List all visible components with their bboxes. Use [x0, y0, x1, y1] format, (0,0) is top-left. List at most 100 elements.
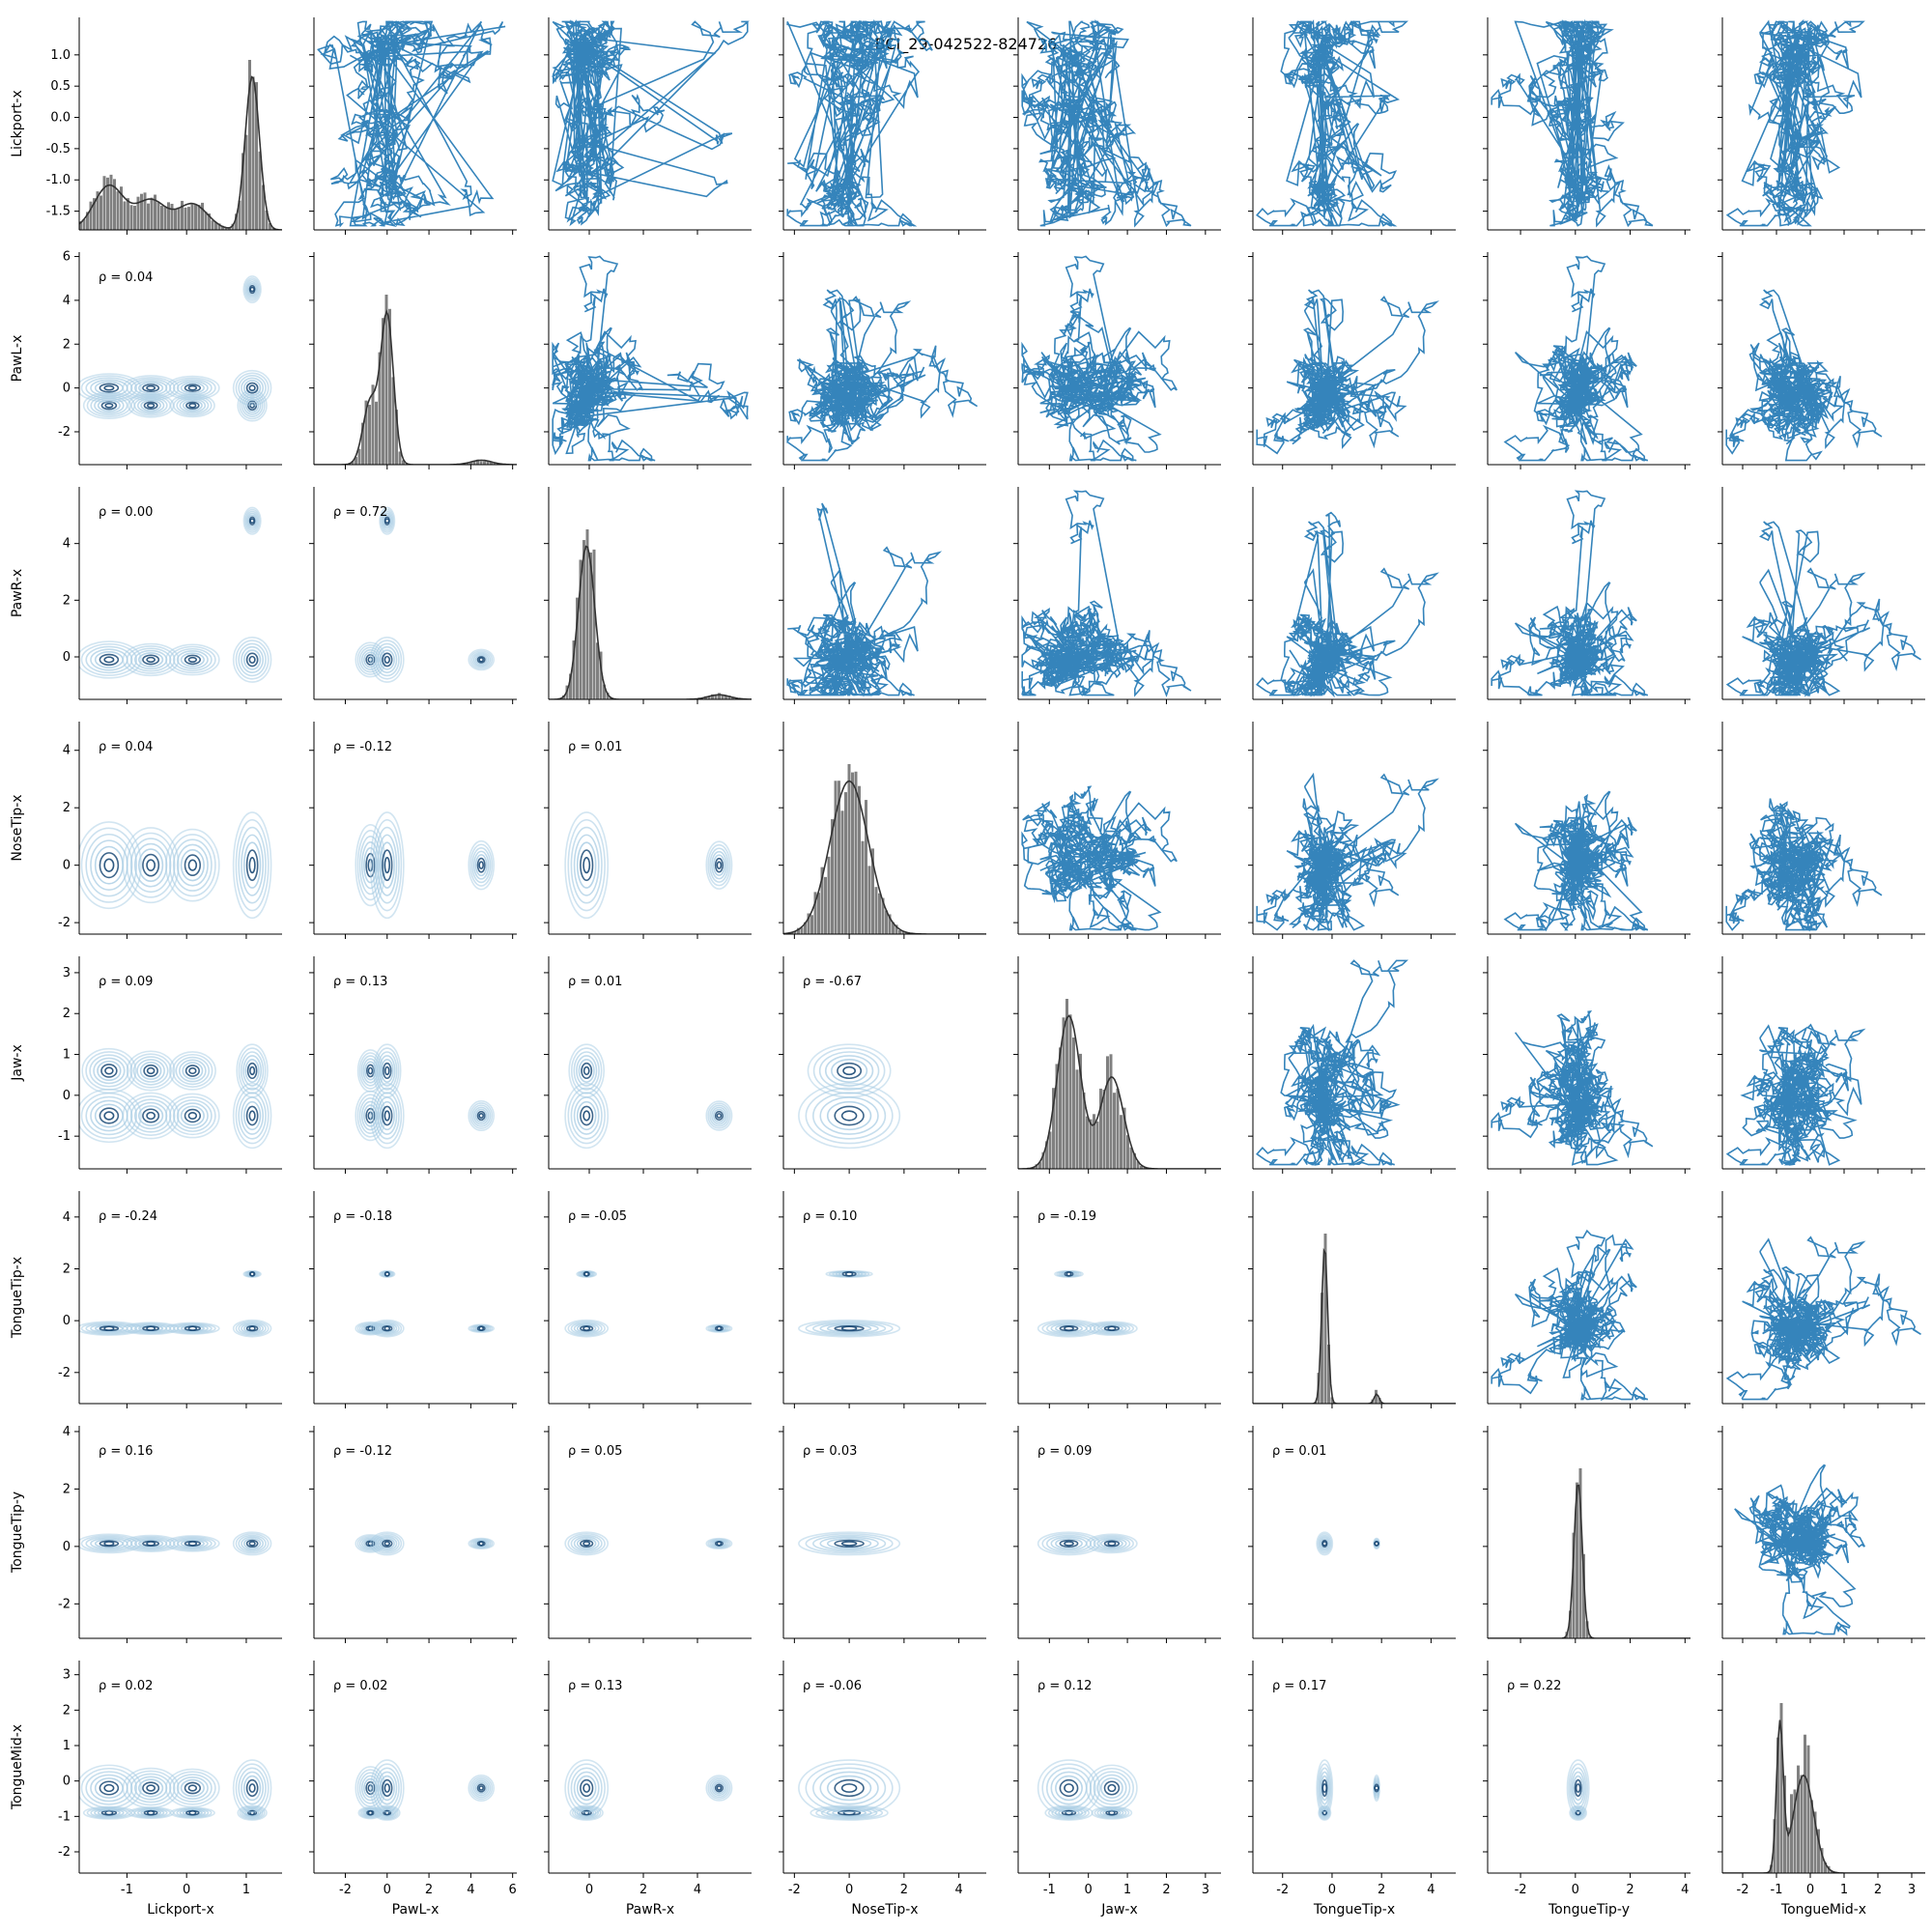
- kde-contour: [188, 402, 197, 409]
- kde-contour: [246, 512, 258, 529]
- y-tick-label: 3: [63, 966, 71, 980]
- histogram-bar: [1572, 1532, 1576, 1638]
- correlation-label: ρ = 0.00: [99, 505, 153, 520]
- kde-contour: [716, 861, 723, 869]
- histogram-bar: [572, 640, 576, 699]
- kde-contour: [176, 650, 209, 669]
- histogram-bar: [847, 764, 851, 934]
- kde-contour: [100, 1064, 118, 1078]
- kde-contour: [187, 859, 198, 871]
- kde-contour: [138, 1539, 164, 1548]
- kde-contour: [471, 847, 492, 884]
- panel-plot-area: [355, 1759, 495, 1821]
- y-tick-label: 4: [63, 1425, 71, 1439]
- kde-contour: [1316, 1531, 1334, 1556]
- kde-contour: [103, 1783, 115, 1793]
- kde-contour: [468, 648, 495, 671]
- panel-TongueMid-x-vs-TongueTip-x: ρ = 0.17 -2 0 2 4 TongueTip-x: [1248, 1661, 1456, 1918]
- trajectory-line: [1256, 511, 1439, 698]
- y-tick-label: -2: [58, 1845, 71, 1860]
- histogram-bar: [211, 220, 214, 230]
- histogram-bar: [89, 201, 93, 230]
- kde-line: [1722, 1719, 1925, 1873]
- histogram-bar: [579, 559, 582, 699]
- histogram-bar: [174, 208, 177, 230]
- kde-contour: [805, 1533, 894, 1554]
- x-tick-label: 1: [1840, 1883, 1848, 1897]
- trajectory-line: [1256, 772, 1439, 932]
- histogram-bar: [820, 867, 824, 934]
- histogram-bar: [204, 212, 208, 230]
- kde-contour: [1064, 1541, 1074, 1547]
- kde-contour: [384, 518, 390, 525]
- kde-contour: [1089, 1767, 1135, 1809]
- kde-contour: [165, 1535, 220, 1552]
- kde-contour: [85, 1771, 133, 1805]
- kde-contour: [1318, 1767, 1331, 1809]
- y-tick-label: 3: [63, 1668, 71, 1683]
- kde-contour: [812, 1321, 887, 1336]
- kde-line: [314, 309, 517, 465]
- histogram-bar: [1102, 1090, 1106, 1169]
- kde-contour: [103, 656, 115, 664]
- kde-contour: [126, 645, 176, 674]
- histogram-bar: [885, 910, 888, 934]
- kde-contour: [798, 1319, 901, 1338]
- kde-contour: [474, 1108, 488, 1123]
- kde-contour: [716, 1113, 723, 1119]
- panel-TongueMid-x-vs-PawR-x: ρ = 0.13 0 2 4 PawR-x: [544, 1661, 752, 1918]
- kde-contour: [798, 1082, 901, 1150]
- kde-contour: [372, 1321, 403, 1337]
- kde-contour: [358, 1536, 383, 1551]
- histogram-bar: [181, 200, 184, 230]
- panel-TongueTip-y-vs-Lickport-x: ρ = 0.16 -2 0 2 4 TongueTip-y: [10, 1425, 282, 1643]
- kde-line: [783, 780, 986, 934]
- kde-contour: [85, 645, 133, 674]
- panel-Jaw-x-vs-PawL-x: ρ = 0.13: [309, 956, 517, 1174]
- kde-contour: [146, 402, 156, 409]
- panel-plot-area: [1491, 18, 1654, 228]
- histogram-bar: [361, 422, 364, 465]
- x-axis-label: NoseTip-x: [851, 1902, 918, 1918]
- kde-contour: [379, 506, 396, 535]
- y-tick-label: 4: [63, 537, 71, 552]
- panel-plot-area: [1253, 1234, 1456, 1404]
- histogram-bar: [793, 931, 797, 934]
- kde-contour: [1321, 1775, 1329, 1802]
- panel-plot-area: [1316, 1759, 1380, 1821]
- panel-PawL-x-vs-Jaw-x: [1013, 252, 1221, 469]
- kde-contour: [570, 1767, 603, 1809]
- kde-contour: [571, 1805, 602, 1820]
- panel-TongueTip-x-vs-TongueTip-y: [1483, 1191, 1690, 1408]
- panel-TongueTip-x-vs-TongueTip-x: [1248, 1191, 1456, 1408]
- x-tick-label: 2: [1162, 1883, 1170, 1897]
- histogram-bar: [96, 191, 99, 230]
- histogram-bar: [1790, 1794, 1793, 1873]
- kde-contour: [1318, 1804, 1332, 1821]
- kde-contour: [1037, 1319, 1101, 1338]
- kde-contour: [241, 834, 265, 896]
- kde-contour: [238, 375, 267, 402]
- histogram-bar: [269, 223, 271, 230]
- kde-contour: [469, 1776, 494, 1801]
- kde-contour: [1093, 1322, 1131, 1334]
- kde-contour: [1086, 1321, 1138, 1336]
- panel-plot-area: [1037, 1531, 1138, 1556]
- kde-contour: [1050, 1771, 1088, 1805]
- y-tick-label: 0: [63, 650, 71, 665]
- kde-contour: [1569, 1804, 1587, 1821]
- histogram-bar: [214, 222, 217, 230]
- kde-contour: [824, 1055, 874, 1087]
- kde-contour: [168, 645, 216, 674]
- correlation-label: ρ = 0.05: [568, 1444, 622, 1459]
- panel-TongueTip-x-vs-PawL-x: ρ = -0.18: [309, 1191, 517, 1408]
- kde-contour: [834, 1778, 865, 1798]
- kde-contour: [235, 1763, 270, 1813]
- kde-contour: [374, 1767, 400, 1809]
- histogram-bar: [844, 792, 847, 934]
- kde-contour: [834, 1105, 865, 1126]
- histogram-bar: [1824, 1861, 1827, 1873]
- x-axis-label: Jaw-x: [1100, 1902, 1138, 1918]
- kde-contour: [80, 642, 138, 676]
